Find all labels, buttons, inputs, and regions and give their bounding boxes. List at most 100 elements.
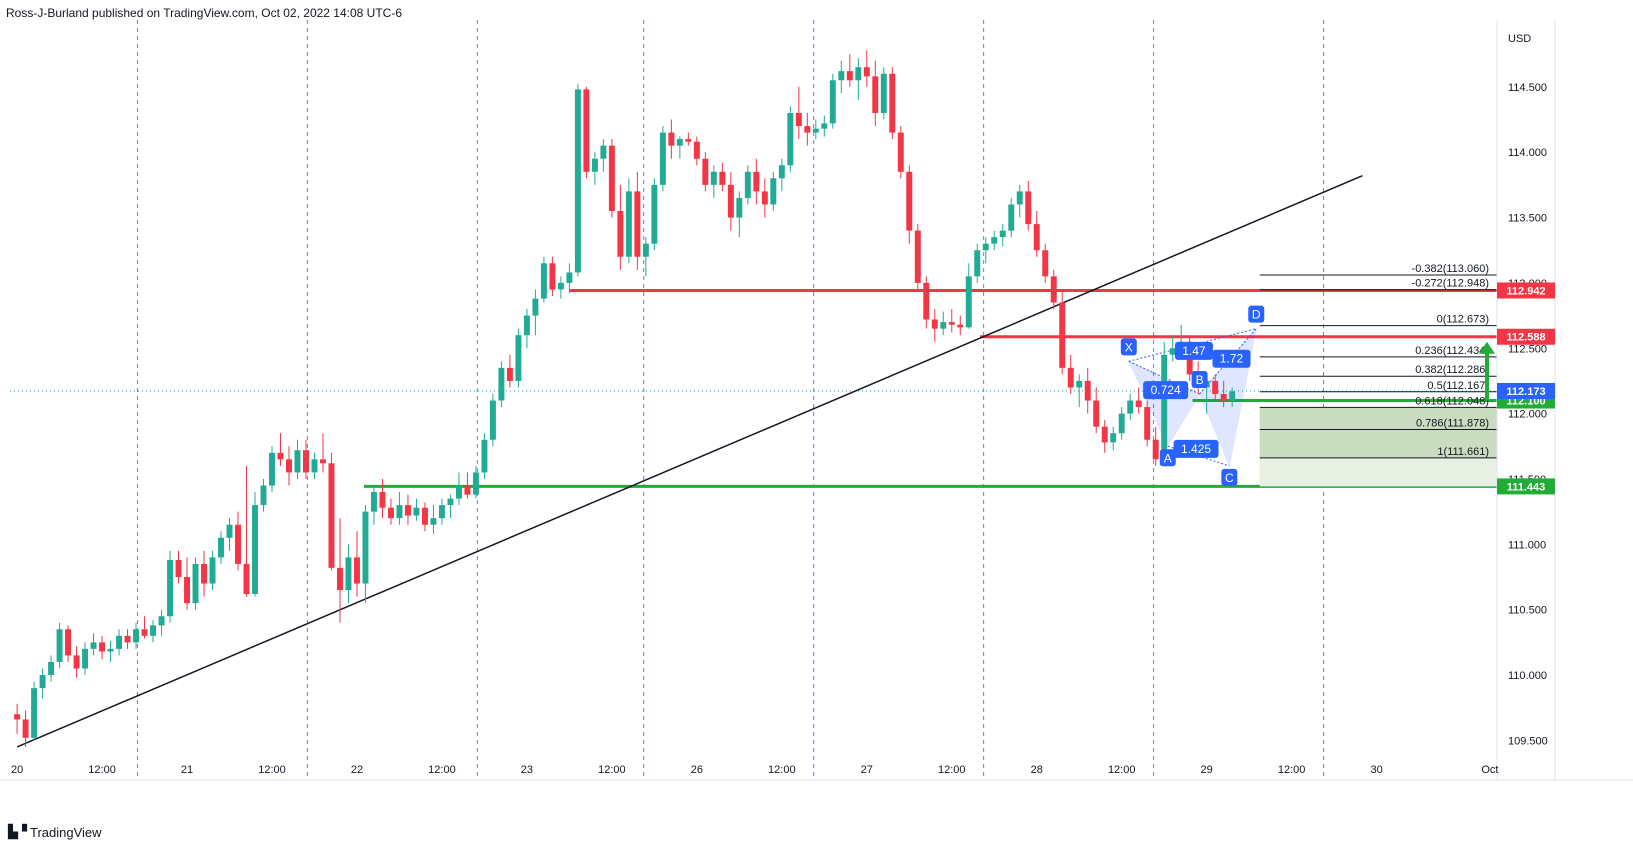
- candle-body: [370, 492, 377, 512]
- price-badge: [1497, 328, 1555, 345]
- candle-body: [821, 123, 828, 129]
- candle-body: [515, 335, 522, 381]
- candle-body: [965, 276, 972, 328]
- candle-body: [753, 171, 760, 192]
- fib-level-label: -0.382(113.060): [1412, 263, 1489, 275]
- pattern-point-badge: [1221, 468, 1238, 486]
- candle-body: [31, 688, 38, 738]
- candle-body: [1016, 191, 1023, 205]
- candle-body: [294, 450, 301, 473]
- candle-body: [829, 80, 836, 124]
- candle-body: [90, 642, 97, 649]
- candle-body: [303, 450, 309, 473]
- time-tick-label: 12:00: [1108, 764, 1136, 776]
- candle-body: [226, 524, 233, 538]
- candle-body: [1008, 204, 1015, 231]
- candle-body: [1229, 391, 1236, 401]
- time-tick-label: 12:00: [1278, 764, 1306, 776]
- time-tick-label: 12:00: [428, 764, 456, 776]
- candle-body: [116, 635, 123, 649]
- candle-body: [668, 132, 675, 146]
- pattern-ratio-badge: [1143, 381, 1189, 400]
- candle-body: [1212, 380, 1219, 394]
- fib-level-label: 0.5(112.167): [1427, 380, 1489, 392]
- price-badge-label: 111.443: [1507, 481, 1546, 493]
- candle-body: [124, 635, 131, 643]
- candle-body: [889, 73, 896, 133]
- candle-body: [167, 560, 174, 617]
- candle-body: [56, 629, 63, 662]
- footer-brand[interactable]: ▙▝ TradingView: [8, 824, 102, 840]
- pattern-point-label: D: [1252, 308, 1261, 322]
- trendline: [16, 175, 1363, 748]
- candle-body: [455, 485, 462, 499]
- candle-body: [65, 629, 72, 656]
- fib-retracement: -0.382(113.060) -0.272(112.948) 0(112.673)…: [1259, 263, 1497, 487]
- pattern-point-badge: [1248, 305, 1265, 323]
- price-badge: [1497, 382, 1555, 399]
- candle-body: [574, 89, 581, 273]
- candle-body: [1033, 224, 1040, 251]
- tradingview-logo-icon: ▙▝: [8, 824, 27, 839]
- candle-body: [566, 272, 573, 283]
- pattern-point-label: A: [1164, 451, 1172, 465]
- candle-body: [642, 243, 649, 257]
- candle-body: [345, 557, 352, 591]
- candle-body: [532, 298, 539, 316]
- pattern-ratio-badge: [1212, 349, 1251, 368]
- candle-body: [252, 505, 258, 594]
- candle-body: [863, 67, 870, 77]
- ascending-trendline: [16, 175, 1363, 748]
- brand-name: TradingView: [30, 824, 102, 840]
- fib-level-label: 1(111.661): [1437, 446, 1489, 458]
- candle-body: [557, 282, 564, 290]
- pattern-point-badge: [1191, 371, 1208, 388]
- candle-body: [1093, 400, 1100, 427]
- pattern-ratio-label: 1.47: [1182, 344, 1206, 358]
- pattern-point-label: C: [1225, 471, 1234, 485]
- time-tick-label: 27: [861, 764, 873, 776]
- price-tick-label: 113.500: [1508, 213, 1547, 225]
- candle-body: [150, 625, 157, 636]
- candle-body: [812, 128, 819, 133]
- candle-body: [591, 158, 598, 172]
- candle-body: [999, 230, 1006, 238]
- candle-body: [328, 463, 335, 568]
- fib-level-label: 0.618(112.048): [1415, 395, 1489, 407]
- price-badge-label: 112.942: [1506, 285, 1545, 297]
- candle-body: [710, 171, 717, 185]
- chart-attribution: Ross-J-Burland published on TradingView.…: [6, 6, 402, 20]
- time-tick-label: 21: [181, 764, 193, 776]
- fib-level-label: -0.272(112.948): [1412, 278, 1489, 290]
- candle-body: [608, 145, 615, 211]
- candle-body: [141, 629, 148, 636]
- candle-body: [1118, 413, 1125, 434]
- candle-body: [1101, 426, 1108, 443]
- candle-body: [625, 191, 632, 257]
- candle-body: [1169, 348, 1176, 355]
- candle-body: [795, 112, 802, 127]
- candle-body: [940, 322, 947, 329]
- session-dividers: [10, 20, 1497, 780]
- fib-level-label: 0.786(111.878): [1416, 418, 1489, 430]
- time-tick-label: 12:00: [598, 764, 626, 776]
- candle-body: [73, 655, 80, 669]
- price-badge-label: 112.588: [1506, 332, 1545, 344]
- candle-body: [693, 141, 700, 159]
- axes: 109.500110.000110.500111.000111.500112.0…: [0, 20, 1633, 781]
- candle-body: [498, 367, 505, 401]
- candle-body: [719, 171, 726, 185]
- candle-body: [175, 560, 182, 577]
- candle-body: [914, 230, 921, 283]
- candle-body: [923, 282, 930, 320]
- candle-body: [362, 511, 369, 584]
- candle-body: [787, 112, 794, 166]
- candle-body: [1161, 354, 1168, 460]
- time-tick-label: 12:00: [938, 764, 966, 776]
- time-tick-label: 29: [1201, 764, 1213, 776]
- candle-body: [897, 132, 904, 172]
- candle-body: [286, 459, 292, 473]
- candle-body: [99, 642, 106, 652]
